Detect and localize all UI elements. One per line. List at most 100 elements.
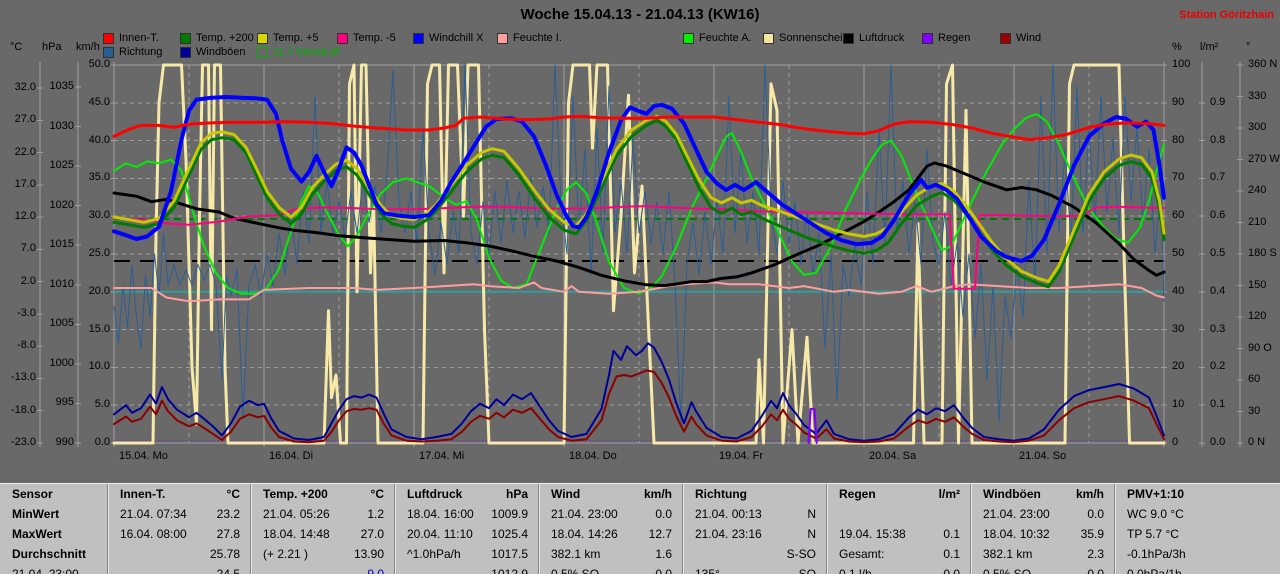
series-Sonnenschein	[112, 63, 1166, 445]
pressure-axis-tick-label: 995	[55, 396, 74, 409]
direction-axis-tick-label: 180 S	[1248, 247, 1277, 259]
cell-text: Wind	[551, 487, 581, 501]
rain-axis-tick-label: 0.3	[1210, 322, 1226, 335]
legend-item-11.7 Monat-Ø[interactable]: 11.7 Monat-Ø	[257, 46, 339, 58]
cell-text: (+ 2.21 )	[263, 547, 309, 561]
direction-axis-tick-label: 0 N	[1248, 436, 1266, 448]
wind-speed-axis-header: km/h	[76, 41, 100, 53]
legend-item-Regen[interactable]: Regen	[922, 32, 970, 44]
direction-axis-tick-label: 150	[1248, 278, 1267, 291]
legend-item-Luftdruck[interactable]: Luftdruck	[843, 32, 904, 44]
wind-speed-axis-tick-label: 50.0	[88, 58, 110, 70]
table-cell: 382.1 km 1.6	[538, 544, 682, 564]
rain-axis-tick-label: 0.9	[1210, 95, 1226, 108]
direction-axis-tick-label: 30	[1248, 404, 1261, 417]
cell-text: 0.1 l/h	[839, 567, 872, 574]
legend-item-Innen-T.[interactable]: Innen-T.	[103, 32, 159, 44]
cell-value: 1.6	[655, 547, 672, 561]
table-cell: 0.0hPa/1h	[1114, 564, 1280, 574]
temperature-axis-header: °C	[10, 41, 23, 53]
legend-item-Temp. +200[interactable]: Temp. +200	[180, 32, 254, 44]
table-header-Wind: Wind km/h	[538, 484, 682, 504]
cell-value: SO	[798, 567, 816, 574]
cell-text: Windböen	[983, 487, 1041, 501]
cell-value: 0.0	[943, 567, 960, 574]
humidity-axis-tick-label: 80	[1172, 133, 1185, 146]
direction-axis-tick-label: 300	[1248, 121, 1267, 133]
legend-item-Sonnenschein[interactable]: Sonnenschein	[763, 32, 849, 44]
cell-value: 24.5	[216, 567, 240, 574]
legend-swatch-icon	[413, 32, 424, 44]
humidity-axis-tick-label: 0	[1172, 436, 1179, 448]
pressure-axis-tick-label: 1020	[49, 198, 74, 211]
cell-text: 135°	[695, 567, 720, 574]
cell-text: 0.0hPa/1h	[1127, 567, 1182, 574]
legend-label: Temp. -5	[353, 32, 396, 44]
table-cell: 18.04. 14:26 12.7	[538, 524, 682, 544]
cell-value: hPa	[505, 487, 528, 501]
cell-value: 0.1	[943, 547, 960, 561]
table-cell: (+ 2.21 ) 13.90	[250, 544, 394, 564]
legend-label: Regen	[938, 32, 971, 44]
legend-item-Temp. +5[interactable]: Temp. +5	[257, 32, 319, 44]
cell-text: 21.04. 00:13	[695, 507, 762, 521]
cell-text: Gesamt:	[839, 547, 885, 561]
cell-value: 23.2	[216, 507, 240, 521]
series-Windböen	[113, 342, 1165, 442]
direction-axis-header: °	[1246, 41, 1251, 53]
cell-value: 35.9	[1080, 527, 1104, 541]
wind-speed-axis-tick-label: 40.0	[88, 133, 110, 146]
cell-text: Durchschnitt	[12, 547, 87, 561]
temperature-axis-tick-label: 12.0	[14, 210, 36, 223]
legend-label: Temp. +5	[273, 32, 319, 44]
humidity-axis-tick-label: 60	[1172, 209, 1185, 222]
cell-text: 0.5% SO	[983, 567, 1032, 574]
cell-text: TP 5.7 °C	[1127, 527, 1179, 541]
legend-item-Temp. -5[interactable]: Temp. -5	[337, 32, 396, 44]
cell-text: Sensor	[12, 487, 53, 501]
pressure-axis-tick-label: 1015	[49, 238, 74, 251]
cell-value: 25.78	[209, 547, 240, 561]
cell-value: 2.3	[1087, 547, 1104, 561]
legend-item-Feuchte I.[interactable]: Feuchte I.	[497, 32, 562, 44]
humidity-axis-tick-label: 70	[1172, 171, 1185, 184]
series-Luftdruck	[112, 161, 1166, 288]
weather-chart[interactable]	[0, 0, 1280, 483]
x-axis-day-label: 17.04. Mi	[419, 450, 465, 462]
wind-speed-axis-tick-label: 10.0	[88, 360, 110, 373]
page-title: Woche 15.04.13 - 21.04.13 (KW16)	[520, 6, 760, 23]
legend-swatch-icon	[180, 32, 191, 44]
rain-axis-tick-label: 0.0	[1210, 436, 1226, 448]
row-label: MaxWert	[0, 524, 107, 544]
table-cell: TP 5.7 °C	[1114, 524, 1280, 544]
rain-axis-tick-label: 0.2	[1210, 360, 1226, 373]
wind-speed-axis-tick-label: 45.0	[88, 95, 110, 108]
legend-item-Windböen[interactable]: Windböen	[180, 46, 246, 58]
table-header-sensor: Sensor	[0, 484, 107, 504]
table-header-Regen: Regen l/m²	[826, 484, 970, 504]
legend-item-Feuchte A.[interactable]: Feuchte A.	[683, 32, 752, 44]
legend-item-Wind[interactable]: Wind	[1000, 32, 1041, 44]
pressure-axis-tick-label: 1010	[49, 277, 74, 290]
pressure-axis-tick-label: 1000	[49, 356, 74, 369]
direction-axis-tick-label: 360 N	[1248, 58, 1278, 70]
legend-swatch-icon	[257, 46, 268, 58]
legend-item-Richtung[interactable]: Richtung	[103, 46, 162, 58]
table-cell: 135° SO	[682, 564, 826, 574]
cell-value: km/h	[1075, 487, 1104, 501]
cell-value: l/m²	[938, 487, 960, 501]
cell-value: 1009.9	[491, 507, 528, 521]
legend-swatch-icon	[257, 32, 268, 44]
legend-swatch-icon	[103, 32, 114, 44]
cell-text: WC 9.0 °C	[1127, 507, 1184, 521]
cell-value: S-SO	[786, 547, 816, 561]
legend-swatch-icon	[683, 32, 694, 44]
legend-item-Windchill X[interactable]: Windchill X	[413, 32, 483, 44]
cell-value: 0.0	[1087, 507, 1104, 521]
direction-axis-tick-label: 240	[1248, 184, 1267, 196]
cell-text: 18.04. 10:32	[983, 527, 1050, 541]
temperature-axis-tick-label: 22.0	[14, 145, 36, 158]
legend-swatch-icon	[337, 32, 348, 44]
pressure-axis-tick-label: 1025	[49, 159, 74, 172]
